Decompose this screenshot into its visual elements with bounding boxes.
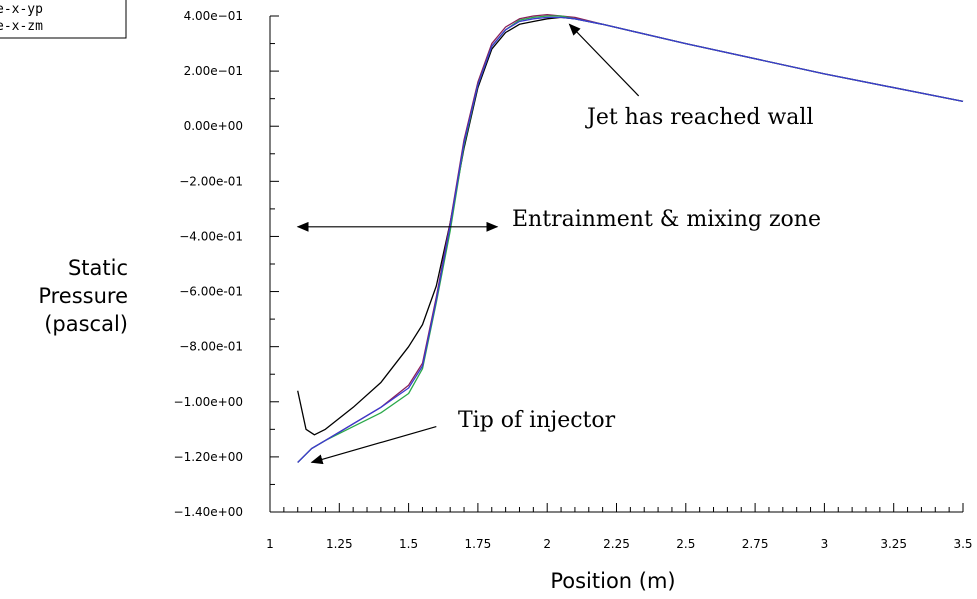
y-tick-label: −4.00e-01: [179, 229, 243, 243]
y-tick-label: −8.00e-01: [179, 340, 243, 354]
series-line-4: [297, 16, 964, 463]
legend-box: [0, 0, 127, 39]
y-tick-label: −6.00e-01: [179, 285, 243, 299]
annotation-jet-reached-wall: Jet has reached wall: [585, 105, 814, 130]
y-axis-title-line: Static: [68, 256, 128, 280]
axes: [269, 16, 963, 513]
annotation-arrow-tip: [310, 426, 437, 465]
x-tick-label: 2.75: [742, 537, 769, 551]
y-tick-label: −1.20e+00: [174, 450, 243, 464]
y-tick-label: 2.00e−01: [184, 64, 243, 78]
x-tick-label: 3.5: [953, 537, 972, 551]
x-tick-label: 2.25: [603, 537, 630, 551]
annotation-arrow-jet: [568, 23, 640, 97]
y-tick-label: 0.00e+00: [184, 119, 243, 133]
x-tick-label: 1: [266, 537, 274, 551]
y-ticks: 4.00e−01 2.00e−01 0.00e+00 −2.00e-01 −4.00e-…: [174, 9, 279, 519]
x-tick-label: 3.25: [880, 537, 907, 551]
annotations: Jet has reached wall Entrainment & mixin…: [296, 23, 821, 465]
series-group: [297, 13, 964, 463]
x-axis-title: Position (m): [550, 569, 675, 593]
x-tick-label: 2.5: [676, 537, 695, 551]
y-axis-title-line: Pressure: [38, 284, 128, 308]
x-tick-label: 1.5: [399, 537, 418, 551]
y-tick-label: −2.00e-01: [179, 174, 243, 188]
y-tick-label: 4.00e−01: [184, 9, 243, 23]
x-tick-label: 1.25: [326, 537, 353, 551]
legend-entry: e-x-zm: [0, 19, 43, 34]
x-ticks: 1 1.25 1.5 1.75 2 2.25 2.5 2.75 3 3.25 3.5: [266, 503, 973, 551]
annotation-entrainment-mixing-zone: Entrainment & mixing zone: [512, 207, 821, 232]
y-tick-label: −1.40e+00: [174, 505, 243, 519]
x-tick-label: 3: [821, 537, 829, 551]
y-tick-label: −1.00e+00: [174, 395, 243, 409]
annotation-tip-of-injector: Tip of injector: [458, 408, 616, 433]
x-tick-label: 2: [543, 537, 551, 551]
legend-entry: e-x-yp: [0, 2, 43, 17]
legend: e-x-yp e-x-zm: [0, 0, 127, 39]
x-tick-label: 1.75: [465, 537, 492, 551]
y-axis-title-line: (pascal): [44, 312, 128, 336]
y-axis-title: Static Pressure (pascal): [38, 256, 128, 336]
